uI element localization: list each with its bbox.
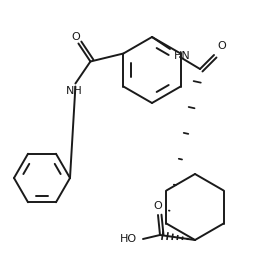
Text: NH: NH <box>66 87 83 96</box>
Text: O: O <box>71 32 80 41</box>
Text: O: O <box>154 201 162 211</box>
Text: HO: HO <box>120 234 137 244</box>
Text: HN: HN <box>174 51 191 61</box>
Text: O: O <box>217 41 226 51</box>
